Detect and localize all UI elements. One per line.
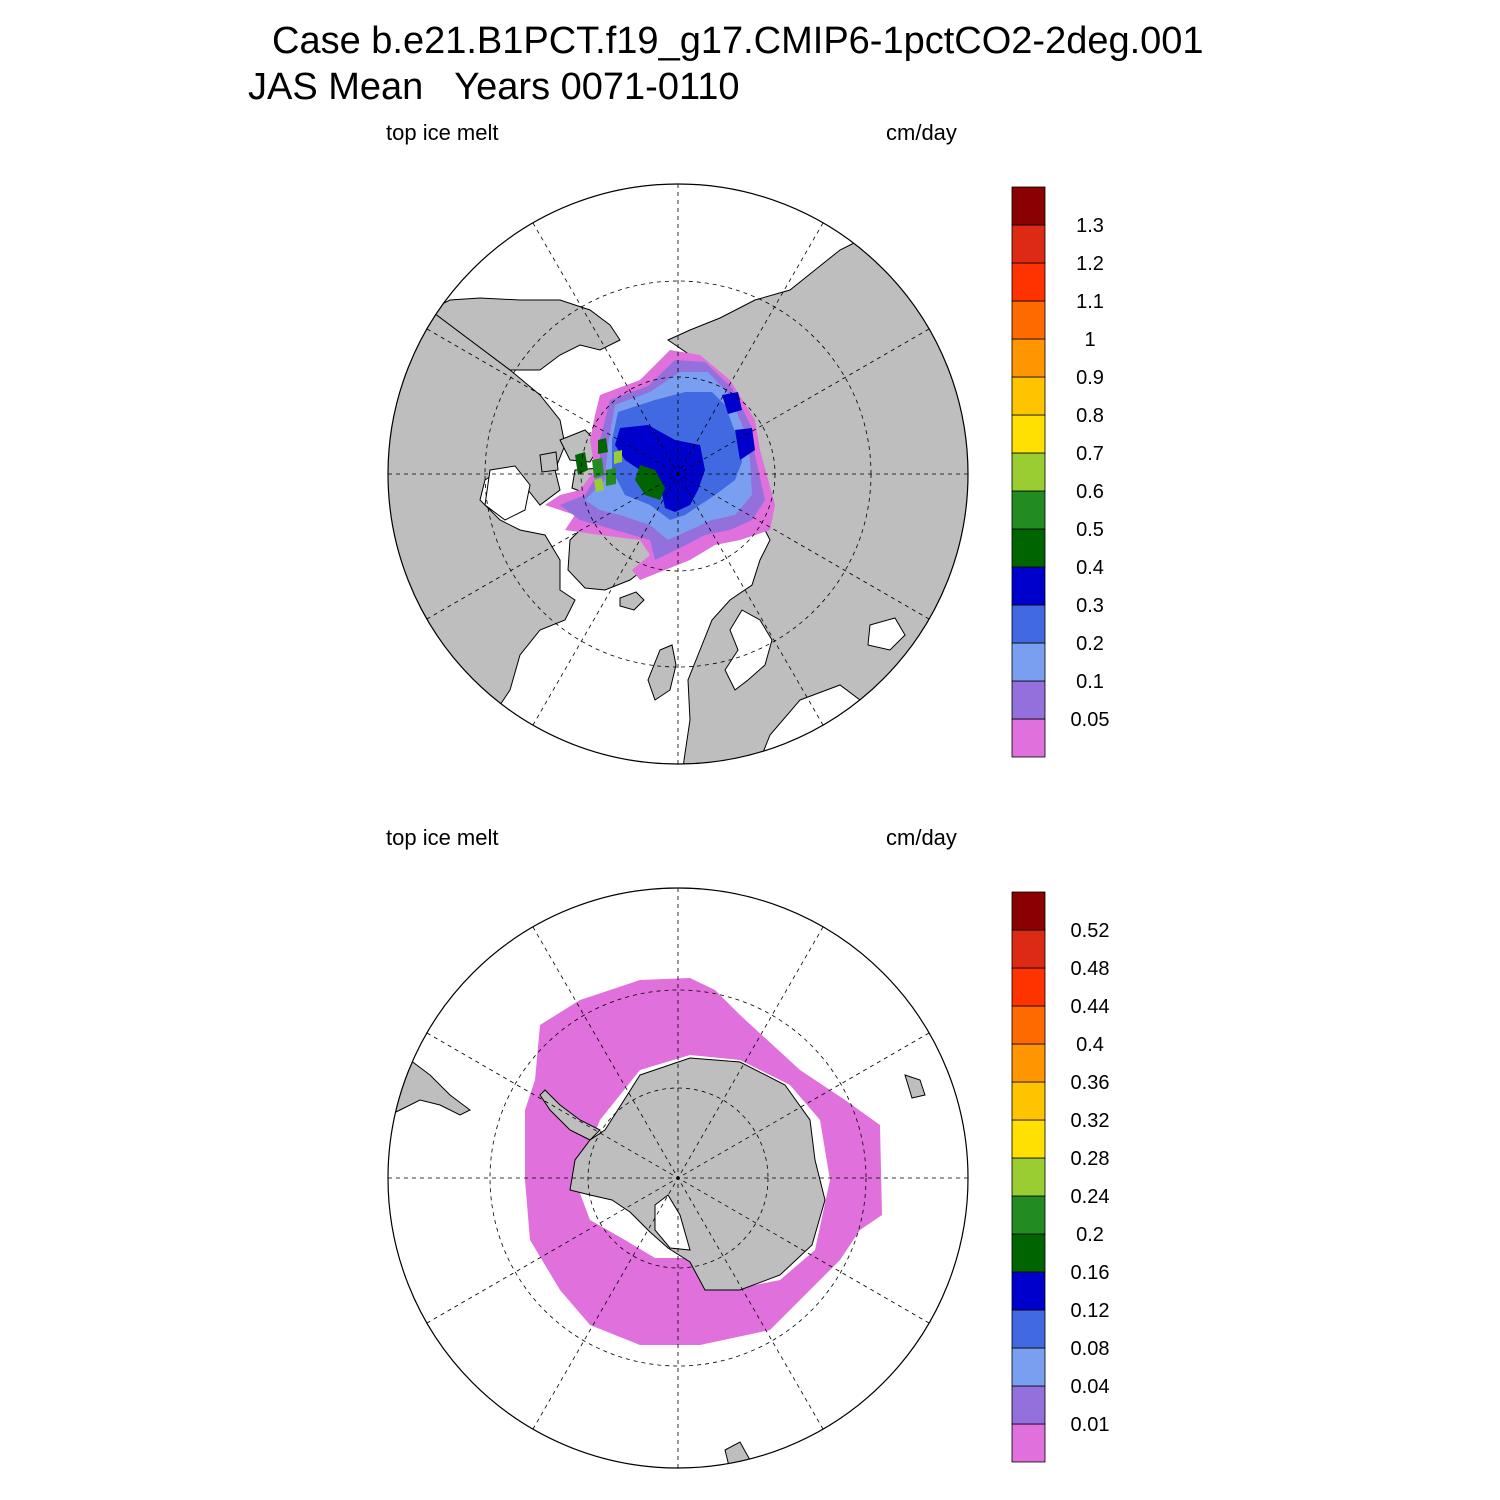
british-isles <box>647 644 677 701</box>
melt-contour-0-6 <box>592 458 616 486</box>
figure-title-line2: JAS Mean Years 0071-0110 <box>248 66 740 108</box>
colorbar-tick-label: 0.1 <box>1076 671 1104 693</box>
colorbar-swatch <box>1011 414 1046 454</box>
colorbar-swatch <box>1011 1157 1046 1197</box>
colorbar-swatch <box>1011 1423 1046 1463</box>
melt-contour-0-4 <box>615 392 755 512</box>
ross-sea <box>654 1194 691 1251</box>
colorbar-swatch <box>1011 1043 1046 1083</box>
colorbar-tick-label: 0.4 <box>1076 1034 1104 1056</box>
antarctic-left-label: top ice melt <box>386 825 499 850</box>
arctic-colorbar: 0.05 0.1 0.2 0.3 0.4 0.5 0.6 0.7 0.8 0.9 1 1.1 1.2 1.… <box>1011 186 1110 758</box>
melt-contour-0-7 <box>594 450 622 492</box>
arctic-map <box>387 183 969 765</box>
colorbar-swatch <box>1011 376 1046 416</box>
baltic-sea <box>724 609 773 691</box>
colorbar-swatch <box>1011 642 1046 682</box>
colorbar-tick-label: 1.2 <box>1076 253 1104 275</box>
colorbar-tick-label: 0.9 <box>1076 367 1104 389</box>
colorbar-tick-label: 0.44 <box>1071 996 1110 1018</box>
colorbar-swatch <box>1011 680 1046 720</box>
colorbar-tick-label: 0.5 <box>1076 519 1104 541</box>
inland-sea <box>867 617 906 651</box>
colorbar-swatch <box>1011 566 1046 606</box>
colorbar-tick-label: 0.12 <box>1071 1300 1110 1322</box>
colorbar-tick-label: 0.52 <box>1071 920 1110 942</box>
colorbar-tick-label: 0.04 <box>1071 1376 1110 1398</box>
colorbar-swatch <box>1011 338 1046 378</box>
colorbar-swatch <box>1011 262 1046 302</box>
colorbar-swatch <box>1011 1271 1046 1311</box>
colorbar-tick-label: 0.3 <box>1076 595 1104 617</box>
alaska-chukotka <box>429 297 621 371</box>
antarctic-units-label: cm/day <box>886 825 957 850</box>
colorbar-tick-label: 0.48 <box>1071 958 1110 980</box>
antarctic-map <box>387 887 969 1469</box>
antarctic-peninsula <box>539 1089 601 1141</box>
colorbar-swatch <box>1011 528 1046 568</box>
colorbar-swatch <box>1011 1233 1046 1273</box>
colorbar-tick-label: 0.6 <box>1076 481 1104 503</box>
hudson-bay <box>484 465 531 521</box>
colorbar-tick-label: 1.3 <box>1076 215 1104 237</box>
colorbar-swatch <box>1011 300 1046 340</box>
iceland <box>619 591 645 611</box>
colorbar-tick-label: 0.24 <box>1071 1186 1110 1208</box>
colorbar-tick-label: 0.01 <box>1071 1414 1110 1436</box>
arctic-graticule <box>388 184 968 764</box>
melt-contour-0-5 <box>575 438 665 500</box>
colorbar-swatch <box>1011 1119 1046 1159</box>
colorbar-tick-label: 0.36 <box>1071 1072 1110 1094</box>
colorbar-tick-label: 0.2 <box>1076 633 1104 655</box>
arctic-left-label: top ice melt <box>386 120 499 145</box>
colorbar-tick-label: 1 <box>1084 329 1095 351</box>
colorbar-tick-label: 1.1 <box>1076 291 1104 313</box>
colorbar-tick-label: 0.05 <box>1071 709 1110 731</box>
colorbar-swatch <box>1011 1005 1046 1045</box>
colorbar-tick-label: 0.2 <box>1076 1224 1104 1246</box>
colorbar-tick-label: 0.28 <box>1071 1148 1110 1170</box>
figure-title-line1: Case b.e21.B1PCT.f19_g17.CMIP6-1pctCO2-2… <box>272 20 1204 62</box>
antarctic-map-border <box>387 887 969 1469</box>
arctic-melt-field <box>545 350 775 580</box>
africa-tip <box>904 1074 926 1099</box>
colorbar-swatch <box>1011 604 1046 644</box>
antarctic-graticule <box>388 888 968 1468</box>
antarctic-melt-field <box>525 978 882 1345</box>
colorbar-swatch <box>1011 718 1046 758</box>
colorbar-swatch <box>1011 186 1046 226</box>
colorbar-swatch <box>1011 967 1046 1007</box>
colorbar-swatch <box>1011 1309 1046 1349</box>
colorbar-swatch <box>1011 452 1046 492</box>
colorbar-swatch <box>1011 929 1046 969</box>
antarctic-colorbar: 0.01 0.04 0.08 0.12 0.16 0.2 0.24 0.28 0.32 0.36 0… <box>1011 891 1110 1463</box>
colorbar-tick-label: 0.8 <box>1076 405 1104 427</box>
colorbar-tick-label: 0.08 <box>1071 1338 1110 1360</box>
colorbar-tick-label: 0.16 <box>1071 1262 1110 1284</box>
colorbar-swatch <box>1011 1347 1046 1387</box>
colorbar-tick-label: 0.4 <box>1076 557 1104 579</box>
colorbar-swatch <box>1011 1081 1046 1121</box>
colorbar-swatch <box>1011 490 1046 530</box>
colorbar-swatch <box>1011 224 1046 264</box>
colorbar-tick-label: 0.32 <box>1071 1110 1110 1132</box>
colorbar-swatch <box>1011 891 1046 931</box>
colorbar-swatch <box>1011 1385 1046 1425</box>
arctic-units-label: cm/day <box>886 120 957 145</box>
arctic-map-border <box>387 183 969 765</box>
colorbar-tick-label: 0.7 <box>1076 443 1104 465</box>
colorbar-swatch <box>1011 1195 1046 1235</box>
antarctica <box>569 1057 826 1291</box>
